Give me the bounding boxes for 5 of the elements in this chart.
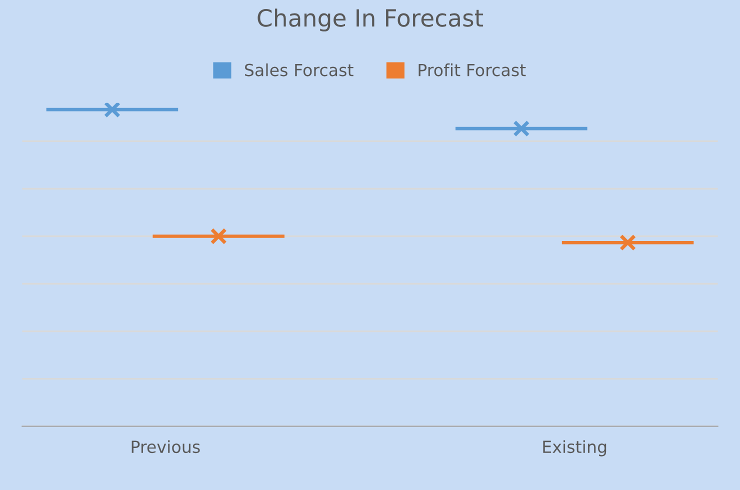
x-tick-label: Previous (132, 440, 200, 454)
legend-label: Profit Forcast (418, 63, 526, 76)
chart-title: Change In Forecast (258, 8, 484, 32)
x-tick-label: Existing (543, 440, 606, 456)
legend-label: Sales Forcast (244, 63, 354, 76)
